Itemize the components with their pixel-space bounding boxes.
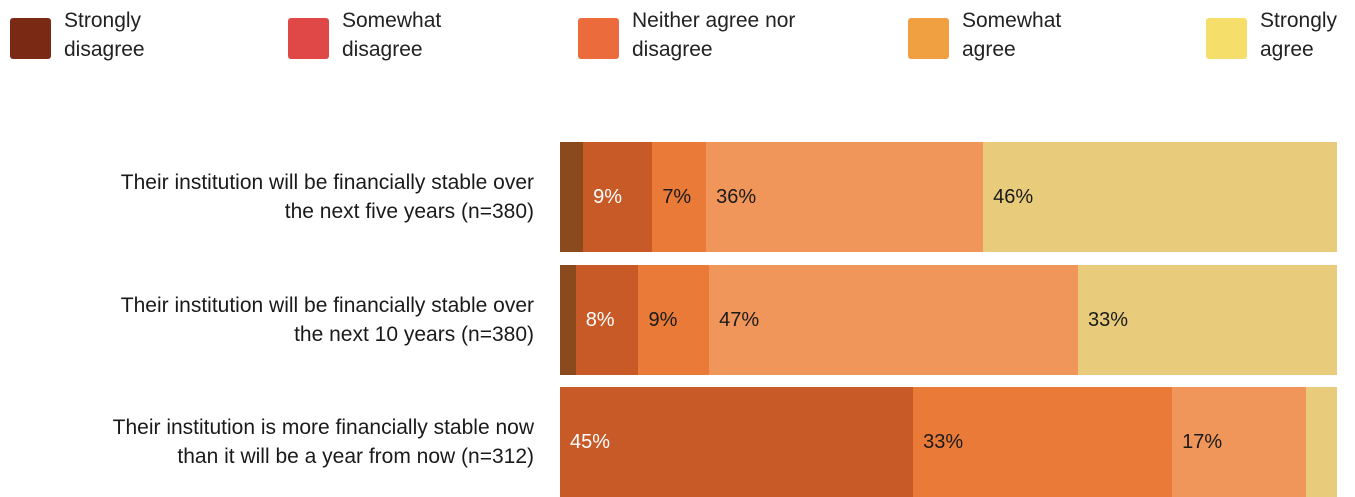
- bar-segment: [709, 265, 1078, 375]
- bar-segment: [560, 387, 914, 497]
- data-label: 33%: [1088, 309, 1129, 331]
- bar-segment: [560, 142, 584, 252]
- legend-swatch: [908, 18, 949, 59]
- data-label: 46%: [993, 186, 1034, 208]
- data-label: 45%: [570, 431, 611, 453]
- bar-row: 8% 9% 47% 33%: [560, 265, 1337, 375]
- legend-label: Strongly agree: [1260, 9, 1338, 61]
- bar-row: 9% 7% 36% 46%: [560, 142, 1337, 252]
- data-label: 33%: [923, 431, 964, 453]
- data-label: 8%: [585, 309, 615, 331]
- bar-segment: [638, 265, 710, 375]
- legend-label: Somewhat agree: [962, 9, 1062, 61]
- bar-segment: [1172, 387, 1306, 497]
- legend-item: Somewhat disagree: [288, 6, 441, 64]
- bar-segment: [583, 142, 653, 252]
- bar-segment: [560, 265, 576, 375]
- legend-item: Neither agree nor disagree: [578, 6, 795, 64]
- legend-item: Strongly disagree: [10, 6, 145, 64]
- data-label: 36%: [716, 186, 757, 208]
- data-label: 9%: [648, 309, 678, 331]
- bar-segment: [706, 142, 984, 252]
- legend-swatch: [10, 18, 51, 59]
- bar-row: 45% 33% 17%: [560, 387, 1337, 497]
- bar-segment: [1078, 265, 1337, 375]
- bar-segment: [983, 142, 1337, 252]
- legend-label: Strongly disagree: [64, 9, 145, 61]
- legend-item: Somewhat agree: [908, 6, 1061, 64]
- legend-swatch: [578, 18, 619, 59]
- data-label: 7%: [662, 186, 692, 208]
- bar-segment: [913, 387, 1173, 497]
- legend-item: Strongly agree: [1206, 6, 1337, 64]
- bar-segment: [575, 265, 639, 375]
- row-label: Their institution will be financially st…: [120, 171, 534, 223]
- row-label: Their institution will be financially st…: [120, 294, 534, 346]
- legend-swatch: [1206, 18, 1247, 59]
- data-label: 17%: [1182, 431, 1223, 453]
- legend-label: Neither agree nor disagree: [632, 9, 796, 61]
- data-label: 9%: [593, 186, 622, 208]
- bar-segment: [652, 142, 707, 252]
- bar-segment: [1305, 387, 1337, 497]
- legend-swatch: [288, 18, 329, 59]
- data-label: 47%: [719, 309, 760, 331]
- legend-label: Somewhat disagree: [342, 9, 442, 61]
- row-label: Their institution is more financially st…: [112, 416, 534, 468]
